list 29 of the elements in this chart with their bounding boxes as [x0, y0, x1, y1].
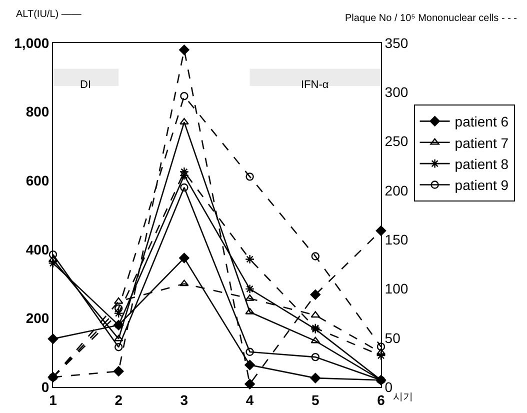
x-tick-label: 4 — [246, 392, 254, 408]
y2-tick-label: 100 — [384, 280, 408, 297]
legend-label: patient 8 — [454, 156, 509, 172]
y2-tick-label: 300 — [384, 84, 408, 100]
x-tick-label: 3 — [180, 392, 188, 408]
legend-label: patient 9 — [454, 177, 509, 194]
legend-label: patient 6 — [454, 114, 509, 130]
y-axis-title: ALT(IU/L) —— — [16, 9, 82, 20]
y-tick-label: 200 — [26, 310, 50, 326]
y2-tick-label: 200 — [384, 182, 408, 198]
x-tick-label: 6 — [377, 392, 386, 408]
y-tick-label: 600 — [26, 172, 50, 188]
x-tick-label: 1 — [49, 392, 58, 408]
band-label: DI — [80, 79, 91, 91]
x-tick-label: 5 — [312, 392, 320, 408]
y-tick-label: 400 — [26, 241, 50, 258]
y2-tick-label: 150 — [384, 231, 408, 248]
x-tick-label: 2 — [114, 392, 123, 408]
y2-tick-label: 350 — [384, 34, 408, 51]
y2-tick-label: 50 — [384, 330, 401, 346]
y2-axis-title: Plaque No / 10⁵ Mononuclear cells - - - — [345, 13, 518, 24]
y-tick-label: 800 — [26, 104, 50, 120]
legend-label: patient 7 — [454, 134, 509, 151]
x-axis-title: 시기 — [393, 392, 413, 403]
y-tick-label: 1,000 — [14, 34, 50, 51]
band-label: IFN-α — [301, 79, 330, 91]
y2-tick-label: 0 — [384, 378, 393, 395]
y-tick-label: 0 — [41, 378, 50, 395]
y2-tick-label: 250 — [384, 133, 408, 150]
